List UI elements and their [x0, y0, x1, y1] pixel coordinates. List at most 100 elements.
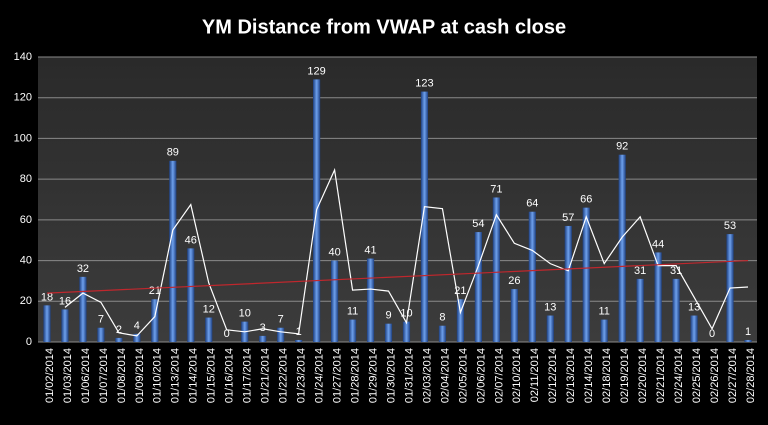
x-tick-label: 02/03/2014 [421, 348, 433, 403]
y-tick-label: 100 [14, 132, 32, 144]
x-tick-label: 02/12/2014 [547, 348, 559, 403]
x-tick-label: 02/20/2014 [637, 348, 649, 403]
bar [115, 337, 123, 342]
y-tick-label: 80 [20, 173, 32, 185]
moving-average-line [64, 167, 749, 337]
x-tick-label: 01/28/2014 [349, 348, 361, 403]
bar [402, 321, 411, 342]
y-tick-label: 0 [26, 336, 32, 348]
bar [295, 339, 303, 342]
x-tick-label: 01/22/2014 [278, 348, 290, 403]
bar [133, 333, 141, 342]
x-tick-label: 01/17/2014 [242, 348, 254, 403]
bar [205, 317, 213, 342]
data-label: 13 [688, 301, 700, 313]
bar [151, 299, 159, 342]
data-label: 10 [239, 308, 251, 320]
bar [618, 154, 626, 342]
bar [259, 335, 267, 342]
bar [582, 207, 590, 342]
data-label: 53 [724, 220, 736, 232]
bar [672, 278, 680, 342]
data-label: 0 [709, 328, 715, 340]
plot-area [38, 57, 757, 342]
data-label: 3 [260, 322, 266, 334]
data-label: 10 [400, 308, 412, 320]
data-label: 7 [98, 314, 104, 326]
x-tick-label: 01/08/2014 [116, 348, 128, 403]
data-label: 123 [415, 78, 433, 90]
x-tick-label: 02/24/2014 [673, 348, 685, 403]
x-tick-label: 02/27/2014 [727, 348, 739, 403]
bar [474, 232, 482, 342]
bar [438, 325, 447, 342]
bar [420, 91, 429, 342]
x-tick-label: 02/06/2014 [475, 348, 487, 403]
data-label: 8 [439, 312, 445, 324]
data-label: 11 [599, 306, 610, 318]
data-label: 2 [116, 324, 122, 336]
x-tick-label: 01/13/2014 [170, 348, 182, 403]
data-label: 32 [77, 263, 89, 275]
data-label: 44 [652, 238, 664, 250]
bar [43, 305, 51, 342]
data-label: 7 [278, 314, 284, 326]
bar [546, 315, 554, 342]
y-tick-label: 120 [14, 92, 32, 104]
x-tick-label: 02/04/2014 [439, 348, 451, 403]
data-label: 18 [41, 291, 53, 303]
bar [348, 319, 357, 342]
x-tick-label: 01/24/2014 [314, 348, 326, 403]
x-tick-label: 02/18/2014 [601, 348, 613, 403]
x-tick-label: 01/29/2014 [367, 348, 379, 403]
data-label: 1 [745, 326, 751, 338]
x-tick-label: 01/03/2014 [62, 348, 74, 403]
bar [492, 197, 500, 342]
data-label: 16 [59, 295, 71, 307]
x-tick-label: 01/27/2014 [331, 348, 343, 403]
bar [187, 248, 195, 342]
bar [690, 315, 698, 342]
data-label: 92 [616, 141, 628, 153]
bar [744, 339, 752, 342]
x-tick-label: 01/23/2014 [296, 348, 308, 403]
bar [79, 276, 87, 342]
data-label: 26 [508, 275, 520, 287]
x-tick-label: 02/10/2014 [511, 348, 523, 403]
bar [528, 211, 536, 342]
bar [277, 327, 285, 342]
trendline [46, 259, 749, 294]
x-tick-label: 01/10/2014 [152, 348, 164, 403]
x-tick-label: 01/14/2014 [188, 348, 200, 403]
x-tick-label: 02/13/2014 [565, 348, 577, 403]
bar [654, 252, 662, 342]
x-tick-label: 01/06/2014 [80, 348, 92, 403]
data-label: 9 [385, 310, 391, 322]
data-label: 54 [472, 218, 484, 230]
bar [564, 225, 572, 342]
data-label: 129 [307, 65, 325, 77]
data-label: 31 [634, 265, 646, 277]
x-tick-label: 02/07/2014 [493, 348, 505, 403]
x-tick-label: 02/21/2014 [655, 348, 667, 403]
data-label: 31 [670, 265, 682, 277]
bar [600, 319, 608, 342]
data-label: 66 [580, 194, 592, 206]
data-label: 11 [347, 306, 358, 318]
bar [510, 289, 518, 342]
bar [636, 278, 644, 342]
y-tick-label: 140 [14, 51, 32, 63]
y-tick-label: 60 [20, 214, 32, 226]
data-label: 40 [328, 246, 340, 258]
data-label: 12 [203, 303, 215, 315]
y-tick-label: 20 [20, 295, 32, 307]
x-tick-label: 01/09/2014 [134, 348, 146, 403]
chart-title: YM Distance from VWAP at cash close [202, 16, 566, 38]
x-tick-label: 01/15/2014 [206, 348, 218, 403]
x-tick-label: 02/26/2014 [709, 348, 721, 403]
x-tick-label: 01/31/2014 [403, 348, 415, 403]
data-label: 4 [134, 320, 140, 332]
data-label: 46 [185, 234, 197, 246]
x-tick-label: 02/25/2014 [691, 348, 703, 403]
